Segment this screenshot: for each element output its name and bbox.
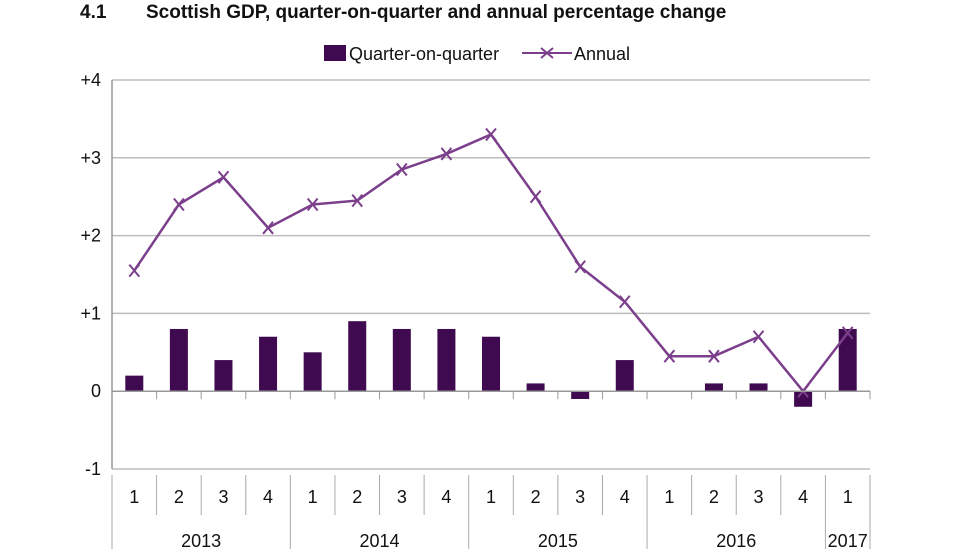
bar-qoq [794, 391, 813, 407]
bar-qoq [615, 360, 634, 392]
legend-label-annual: Annual [574, 44, 630, 64]
annual-point-marker [306, 197, 319, 212]
bar-qoq [392, 328, 411, 392]
quarter-label: 1 [486, 487, 496, 507]
quarter-label: 1 [129, 487, 139, 507]
bar-qoq [259, 336, 278, 392]
annual-point-marker [618, 295, 631, 309]
chart-title: 4.1 Scottish GDP, quarter-on-quarter and … [80, 2, 726, 24]
quarter-label: 2 [352, 487, 362, 507]
y-tick-label: 0 [91, 381, 101, 401]
annual-point-marker [440, 147, 453, 161]
annual-point-marker [217, 170, 230, 184]
y-tick-label: +2 [80, 226, 101, 246]
annual-point-marker [663, 349, 676, 363]
legend-label-qoq: Quarter-on-quarter [349, 44, 499, 64]
quarter-label: 1 [664, 487, 674, 507]
bar-qoq [303, 352, 322, 392]
bar-qoq [348, 321, 367, 392]
annual-point-marker [128, 263, 141, 278]
quarter-label: 4 [263, 487, 273, 507]
annual-point-marker [529, 190, 542, 204]
quarter-label: 1 [843, 487, 853, 507]
bar-qoq [482, 336, 500, 392]
y-tick-label: +4 [80, 70, 101, 90]
bar-qoq [169, 328, 188, 392]
y-tick-label: +3 [80, 148, 101, 168]
annual-point-marker [841, 326, 854, 340]
quarter-label: 2 [531, 487, 541, 507]
legend: Quarter-on-quarter Annual [324, 44, 630, 64]
annual-point-marker [485, 127, 497, 142]
quarter-label: 3 [575, 487, 585, 507]
title-number: 4.1 [80, 2, 107, 23]
bar-qoq [704, 383, 723, 392]
bar-qoq [125, 375, 144, 392]
quarter-label: 4 [798, 487, 808, 507]
quarter-label: 3 [218, 487, 228, 507]
bar-qoq [437, 328, 456, 392]
quarter-label: 4 [620, 487, 630, 507]
annual-point-marker [574, 260, 586, 274]
annual-point-marker [173, 197, 185, 212]
quarter-label: 2 [709, 487, 719, 507]
annual-point-marker [752, 330, 765, 344]
bar-qoq [749, 383, 768, 392]
quarter-label: 1 [308, 487, 318, 507]
legend-x-marker [540, 47, 554, 59]
bar-qoq [571, 391, 590, 399]
quarter-label: 3 [397, 487, 407, 507]
year-label: 2013 [181, 531, 221, 549]
annual-point-marker [708, 349, 720, 363]
quarter-label: 2 [174, 487, 184, 507]
legend-bar-swatch [324, 45, 346, 61]
bar-qoq [526, 383, 545, 392]
y-tick-label: -1 [85, 459, 101, 479]
title-text: Scottish GDP, quarter-on-quarter and ann… [146, 2, 727, 23]
bar-qoq [838, 328, 857, 392]
bar-qoq [214, 360, 233, 392]
year-label: 2015 [538, 531, 578, 549]
year-label: 2016 [716, 531, 756, 549]
year-label: 2014 [360, 531, 400, 549]
annual-point-marker [396, 162, 408, 177]
annual-point-marker [351, 193, 364, 208]
y-tick-label: +1 [80, 303, 101, 323]
quarter-label: 3 [754, 487, 764, 507]
annual-point-marker [262, 221, 274, 235]
year-label: 2017 [828, 531, 868, 549]
quarter-label: 4 [441, 487, 451, 507]
